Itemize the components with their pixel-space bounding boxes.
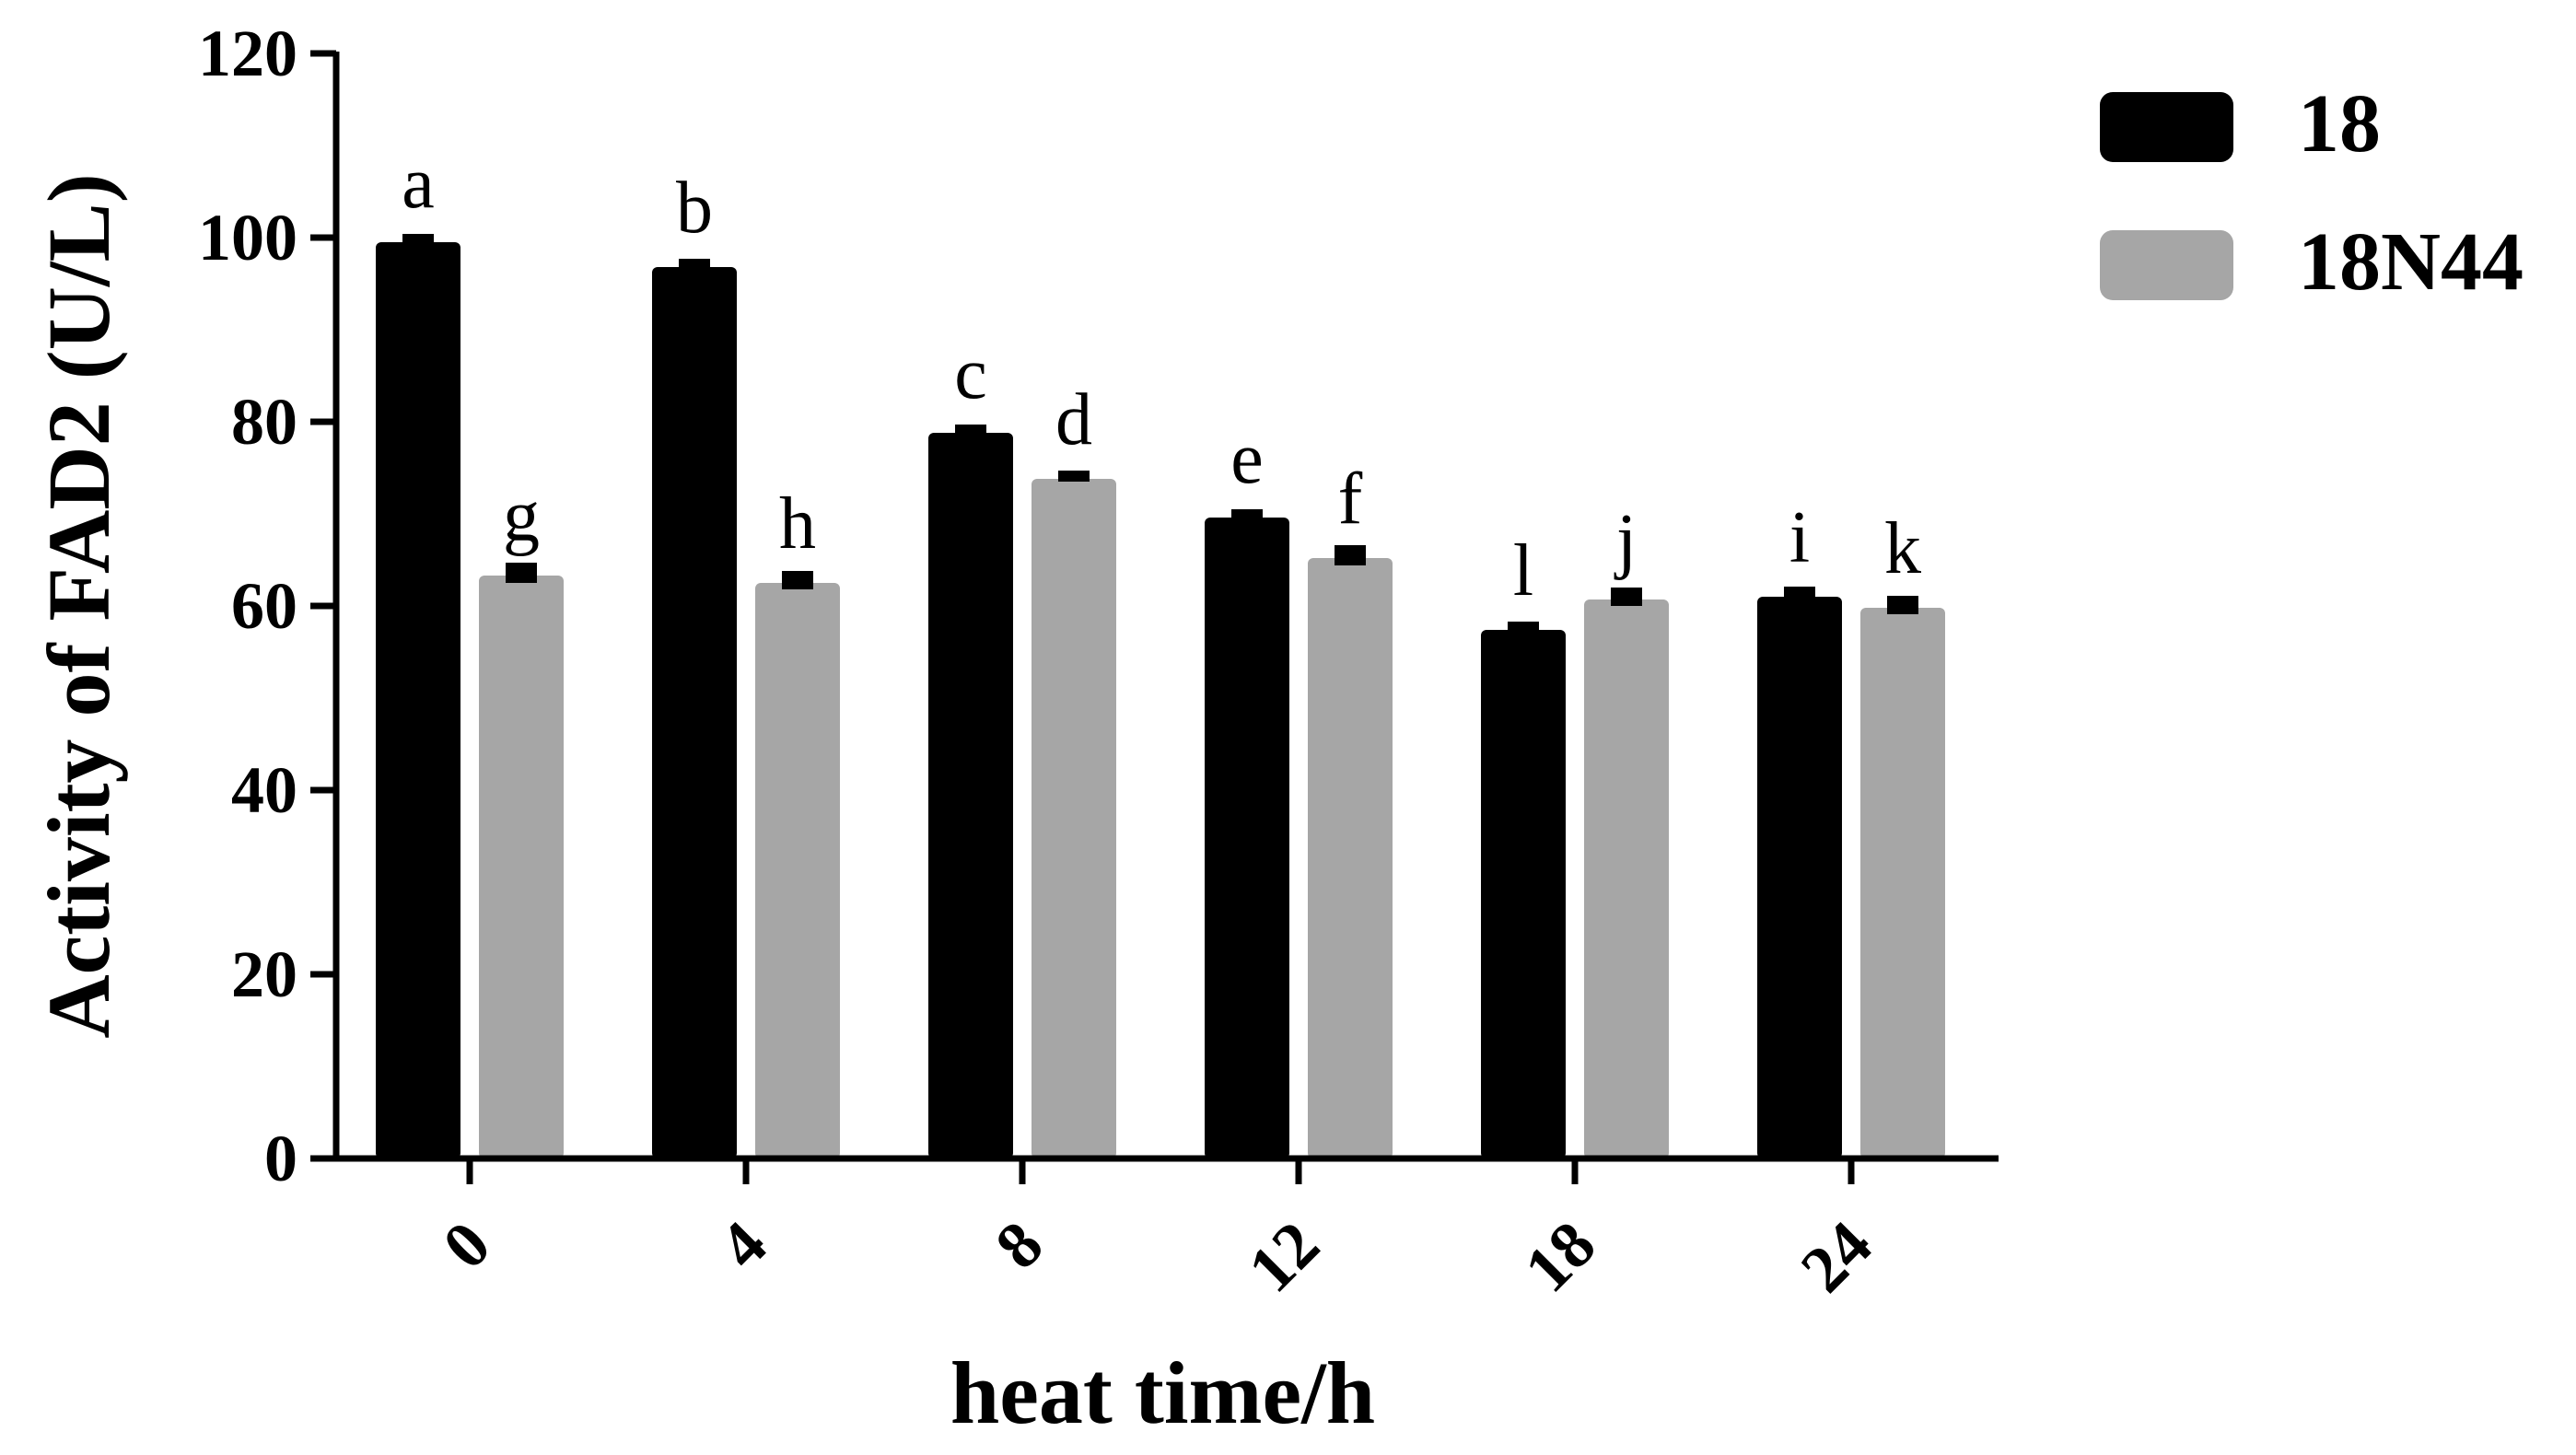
legend-swatch (2100, 230, 2233, 300)
bar-s1-8 (928, 433, 1013, 1158)
bar-s2-24 (1860, 608, 1945, 1158)
labels-layer: a b c e l i g h d f j k (402, 143, 1921, 611)
bar-s2-18 (1584, 599, 1669, 1158)
significance-letter: b (676, 168, 713, 249)
axes-layer: 0 20 40 60 80 100 120 0 4 8 12 18 24 heat time/h Activ… (29, 17, 1999, 1442)
error-bar (506, 563, 537, 583)
x-tick-label: 0 (428, 1207, 504, 1283)
error-bar (1335, 545, 1366, 565)
x-tick-label: 12 (1234, 1207, 1333, 1306)
y-tick-label: 80 (231, 385, 297, 459)
y-tick-label: 0 (264, 1122, 297, 1195)
error-bar (1611, 588, 1642, 606)
significance-letter: k (1884, 508, 1921, 589)
error-bar (1231, 509, 1263, 520)
error-bar (955, 425, 986, 436)
x-tick-label: 18 (1510, 1207, 1609, 1306)
significance-letter: c (954, 333, 987, 414)
y-tick-label: 100 (198, 201, 297, 274)
y-tick-label: 60 (231, 569, 297, 643)
y-axis-title: Activity of FAD2 (U/L) (29, 173, 128, 1038)
significance-letter: i (1789, 497, 1810, 578)
bar-s1-0 (376, 242, 460, 1158)
x-axis-title: heat time/h (950, 1344, 1375, 1442)
bars-layer (376, 234, 1945, 1158)
significance-letter: h (779, 483, 816, 565)
y-tick-label: 20 (231, 937, 297, 1011)
x-tick-label: 8 (981, 1207, 1056, 1283)
bar-s2-0 (479, 576, 564, 1158)
error-bar (1887, 596, 1918, 614)
significance-letter: j (1614, 500, 1637, 581)
legend: 18 18N44 (2100, 78, 2524, 308)
legend-label: 18 (2298, 78, 2381, 169)
bar-s1-4 (652, 267, 737, 1158)
bar-s1-12 (1205, 518, 1289, 1158)
significance-letter: g (503, 476, 540, 557)
error-bar (782, 571, 813, 589)
bar-s2-12 (1308, 558, 1393, 1158)
bar-s1-24 (1757, 597, 1842, 1158)
x-tick-label: 4 (705, 1207, 780, 1283)
error-bar (1784, 587, 1815, 601)
error-bar (1058, 471, 1090, 482)
y-tick-label: 40 (231, 753, 297, 827)
error-bar (679, 259, 710, 270)
error-bar (402, 234, 434, 245)
significance-letter: l (1513, 530, 1533, 611)
significance-letter: d (1055, 379, 1092, 460)
significance-letter: a (402, 143, 435, 224)
y-tick-label: 120 (198, 17, 297, 90)
bar-s1-18 (1481, 630, 1566, 1158)
legend-label: 18N44 (2298, 216, 2524, 308)
bar-s2-8 (1032, 479, 1116, 1158)
error-bar (1508, 622, 1539, 633)
significance-letter: f (1338, 459, 1363, 540)
x-tick-label: 24 (1787, 1207, 1885, 1306)
bar-s2-4 (755, 583, 840, 1158)
legend-swatch (2100, 92, 2233, 162)
significance-letter: e (1230, 418, 1264, 499)
